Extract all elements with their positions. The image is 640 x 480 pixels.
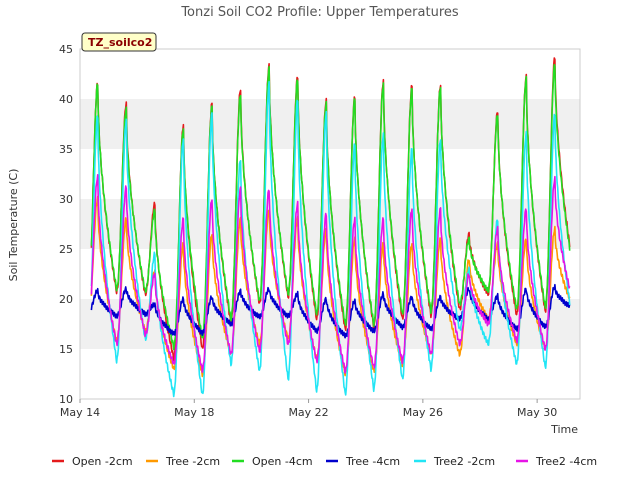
legend-label: Open -2cm [72, 455, 133, 468]
legend: Open -2cm Tree -2cm Open -4cm Tree -4cm Tree… [52, 455, 597, 468]
x-axis-title: Time [550, 423, 578, 436]
y-tick-label: 25 [59, 243, 73, 256]
series-line [90, 174, 571, 374]
y-tick-label: 15 [59, 343, 73, 356]
y-tick-label: 30 [59, 193, 73, 206]
grid-band [80, 99, 580, 149]
legend-label: Tree -4cm [345, 455, 400, 468]
x-tick-label: May 18 [174, 406, 214, 419]
y-tick-label: 40 [59, 93, 73, 106]
y-axis: 10 15 20 25 30 35 40 45 [59, 43, 73, 406]
y-axis-title: Soil Temperature (C) [7, 169, 20, 282]
x-tick-label: May 14 [60, 406, 100, 419]
series-lines [90, 57, 571, 398]
plot-area [79, 48, 581, 400]
x-tick-label: May 30 [517, 406, 557, 419]
x-tick-label: May 22 [288, 406, 328, 419]
y-tick-label: 10 [59, 393, 73, 406]
x-axis: May 14 May 18 May 22 May 26 May 30 [60, 399, 557, 419]
badge-box [81, 32, 157, 52]
legend-label: Open -4cm [252, 455, 313, 468]
legend-label: Tree2 -2cm [433, 455, 495, 468]
legend-label: Tree -2cm [165, 455, 220, 468]
x-tick-label: May 26 [403, 406, 443, 419]
y-tick-label: 35 [59, 143, 73, 156]
legend-label: Tree2 -4cm [535, 455, 597, 468]
source-badge: TZ_soilco2 [81, 32, 157, 52]
badge-label: TZ_soilco2 [88, 36, 152, 49]
y-tick-label: 20 [59, 293, 73, 306]
chart-title: Tonzi Soil CO2 Profile: Upper Temperatur… [180, 5, 459, 20]
series-line [90, 63, 571, 351]
series-line [90, 80, 571, 398]
y-tick-label: 45 [59, 43, 73, 56]
